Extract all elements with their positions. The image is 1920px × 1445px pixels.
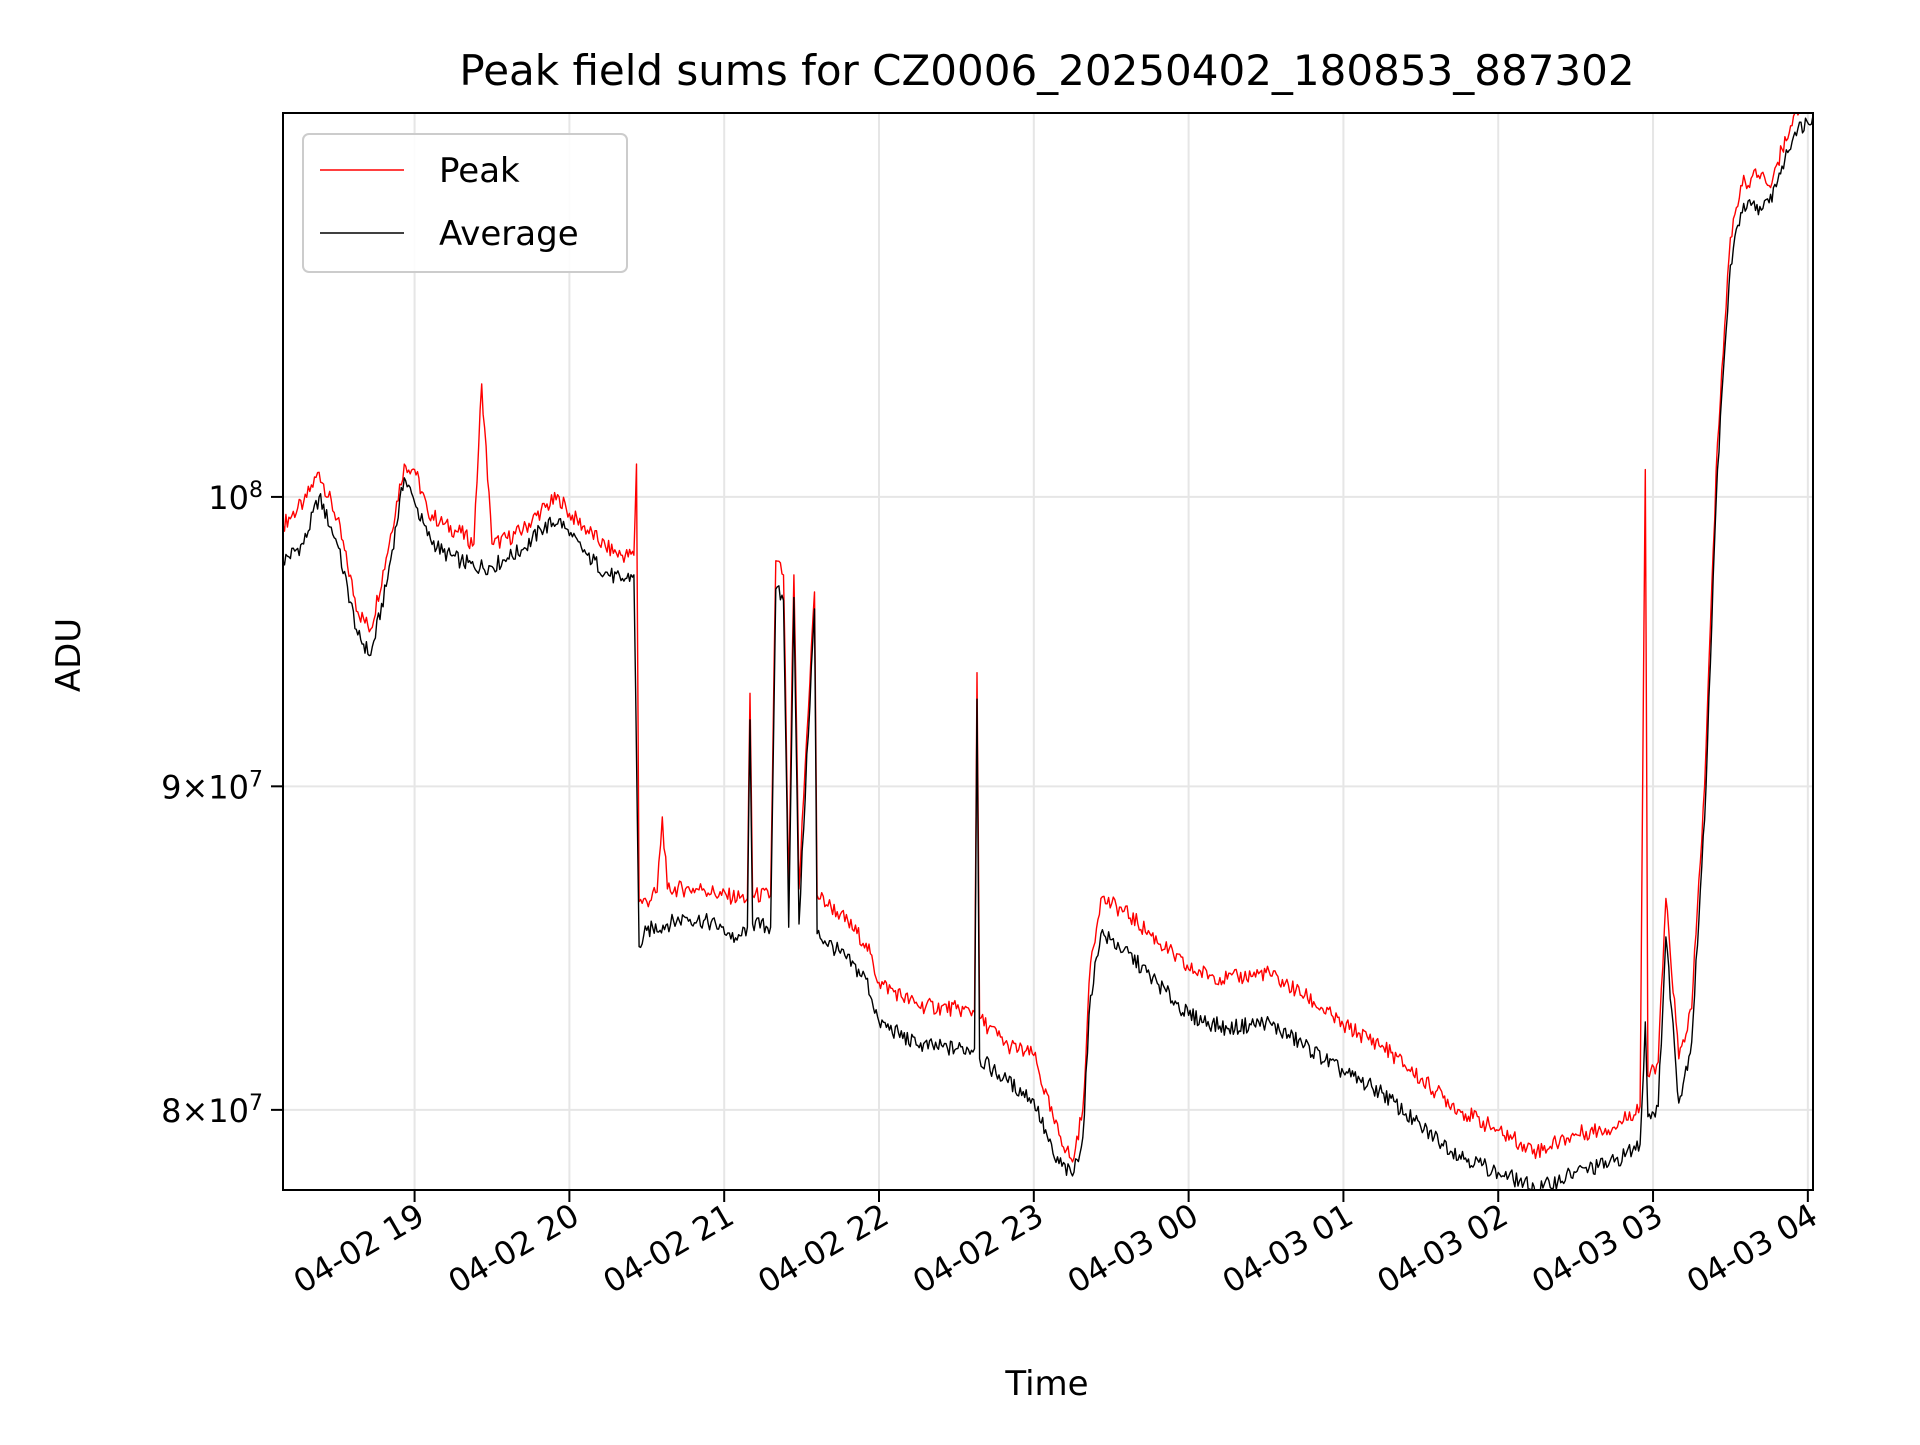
plot-frame [282,112,1814,1191]
y-tick-label: 108 [208,477,263,517]
legend: Peak Average [302,133,628,273]
y-tick-label: 8×107 [161,1090,263,1130]
grid [283,113,1813,1190]
legend-label-peak: Peak [439,151,520,191]
series-line-peak [283,113,1800,1163]
legend-label-average: Average [439,214,579,254]
y-tick-label: 9×107 [161,767,263,807]
series-lines [283,113,1813,1190]
legend-box [302,133,628,273]
chart-title: Peak field sums for CZ0006_20250402_1808… [459,46,1634,95]
x-axis-label: Time [1004,1364,1088,1404]
y-axis-label: ADU [49,618,89,692]
series-line-average [283,115,1813,1190]
